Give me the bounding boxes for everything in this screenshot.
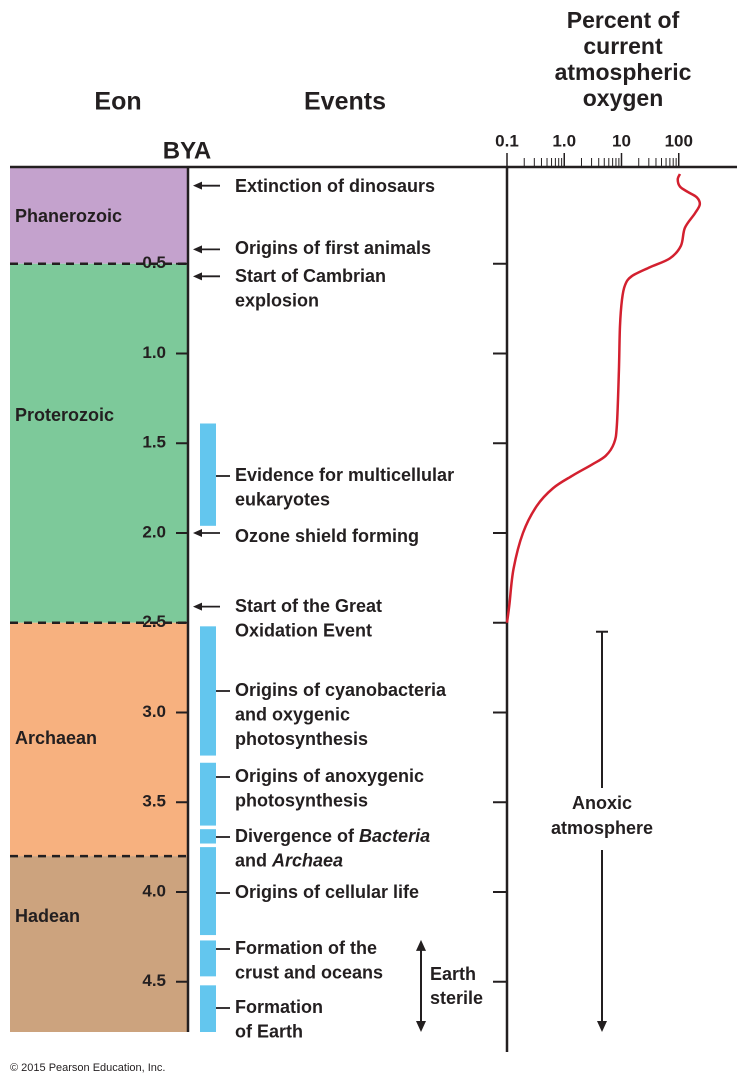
event-label: explosion (235, 290, 319, 310)
event-bar (200, 423, 216, 526)
sterile-label: Earth (430, 964, 476, 984)
event-arrow-head (193, 272, 202, 281)
event-arrow-head (193, 181, 202, 190)
event-arrow (193, 602, 220, 611)
anoxic-arrowhead (597, 1021, 607, 1032)
event-label: Ozone shield forming (235, 526, 419, 546)
anoxic-label: Anoxic (572, 793, 632, 813)
oxygen-title: atmospheric (555, 59, 692, 85)
event-label: Origins of first animals (235, 238, 431, 258)
event-label: Evidence for multicellular (235, 465, 454, 485)
event-label: Start of the Great (235, 596, 382, 616)
oxygen-title: current (583, 33, 663, 59)
bya-tick-label: 3.5 (142, 792, 166, 811)
event-arrow (193, 528, 220, 537)
event-label: Extinction of dinosaurs (235, 176, 435, 196)
event-bar (200, 626, 216, 756)
bya-header: BYA (163, 137, 211, 164)
oxygen-tick-label: 10 (612, 131, 631, 150)
bya-tick-label: 1.0 (142, 343, 166, 362)
event-arrow-head (193, 245, 202, 254)
bya-tick-label: 4.0 (142, 881, 166, 900)
eon-name: Archaean (15, 728, 97, 748)
event-arrow-head (193, 602, 202, 611)
event-arrow-head (193, 528, 202, 537)
event-label-part: and (235, 850, 272, 870)
sterile-arrowhead (416, 1021, 426, 1032)
event-label: crust and oceans (235, 962, 383, 982)
event-label: Formation (235, 997, 323, 1017)
event-label: Origins of cellular life (235, 882, 419, 902)
eon-name: Phanerozoic (15, 206, 122, 226)
eon-band (10, 263, 188, 623)
event-label-part: Archaea (271, 850, 343, 870)
event-label-part: Bacteria (359, 826, 430, 846)
oxygen-tick-label: 100 (665, 131, 693, 150)
oxygen-title: Percent of (567, 7, 680, 33)
event-bar (200, 985, 216, 1032)
event-label: Divergence of Bacteria (235, 826, 430, 846)
event-bar (200, 847, 216, 936)
events-header: Events (304, 88, 386, 116)
event-arrow (193, 272, 220, 281)
event-label: Formation of the (235, 938, 377, 958)
event-label: and oxygenic (235, 704, 350, 724)
oxygen-tick-label: 0.1 (495, 131, 519, 150)
bya-tick-label: 0.5 (142, 253, 166, 272)
event-label: Start of Cambrian (235, 266, 386, 286)
eon-band (10, 622, 188, 857)
eon-band (10, 856, 188, 1032)
event-bar (200, 940, 216, 977)
bya-tick-label: 2.5 (142, 612, 166, 631)
oxygen-tick-label: 1.0 (552, 131, 576, 150)
event-label: of Earth (235, 1021, 303, 1041)
event-label: Origins of anoxygenic (235, 766, 424, 786)
event-bar (200, 829, 216, 844)
oxygen-title: oxygen (583, 85, 664, 111)
event-arrow (193, 245, 220, 254)
event-label: Origins of cyanobacteria (235, 680, 447, 700)
eon-header: Eon (94, 88, 141, 116)
bya-tick-label: 3.0 (142, 702, 166, 721)
sterile-arrowhead (416, 939, 426, 951)
bya-tick-label: 4.5 (142, 971, 166, 990)
copyright: © 2015 Pearson Education, Inc. (10, 1062, 165, 1074)
eon-band (10, 167, 188, 264)
event-label: photosynthesis (235, 790, 368, 810)
event-label-part: Divergence of (235, 826, 359, 846)
eon-name: Hadean (15, 906, 80, 926)
bya-tick-label: 2.0 (142, 522, 166, 541)
event-label: photosynthesis (235, 729, 368, 749)
oxygen-curve (505, 173, 702, 623)
bya-tick-label: 1.5 (142, 433, 166, 452)
sterile-label: sterile (430, 988, 483, 1008)
event-label: eukaryotes (235, 489, 330, 509)
eon-name: Proterozoic (15, 405, 114, 425)
anoxic-label: atmosphere (551, 818, 653, 838)
event-arrow (193, 181, 220, 190)
event-label: and Archaea (235, 850, 343, 870)
event-bar (200, 762, 216, 826)
event-label: Oxidation Event (235, 620, 372, 640)
